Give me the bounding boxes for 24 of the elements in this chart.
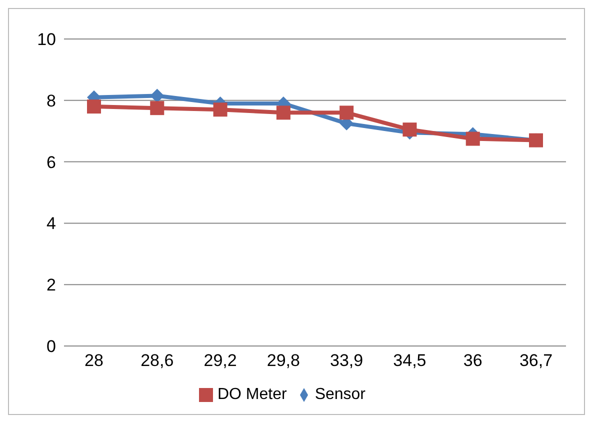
y-tick-label: 10 bbox=[37, 30, 56, 50]
y-tick-label: 8 bbox=[46, 91, 56, 110]
y-tick-label: 6 bbox=[46, 152, 56, 172]
y-tick-label: 4 bbox=[46, 214, 56, 234]
point bbox=[150, 88, 164, 103]
x-tick-label: 33,9 bbox=[330, 351, 364, 370]
x-tick-label: 34,5 bbox=[393, 351, 426, 370]
point bbox=[276, 106, 290, 120]
point bbox=[466, 132, 480, 146]
point bbox=[150, 101, 164, 116]
x-tick-label: 28,6 bbox=[140, 351, 174, 370]
x-tick-label: 29,8 bbox=[266, 351, 300, 370]
legend-label: Sensor bbox=[314, 386, 366, 403]
x-tick-label: 29,2 bbox=[204, 351, 237, 370]
point bbox=[213, 102, 228, 117]
point bbox=[402, 122, 417, 137]
x-tick-label: 36 bbox=[463, 351, 482, 370]
legend-label: DO Meter bbox=[217, 386, 287, 403]
y-tick-label: 0 bbox=[46, 337, 56, 356]
y-tick-label: 2 bbox=[46, 276, 56, 295]
point bbox=[87, 100, 101, 114]
x-tick-label: 36,7 bbox=[519, 351, 553, 370]
x-tick-label: 28 bbox=[84, 351, 104, 370]
point bbox=[340, 106, 354, 120]
